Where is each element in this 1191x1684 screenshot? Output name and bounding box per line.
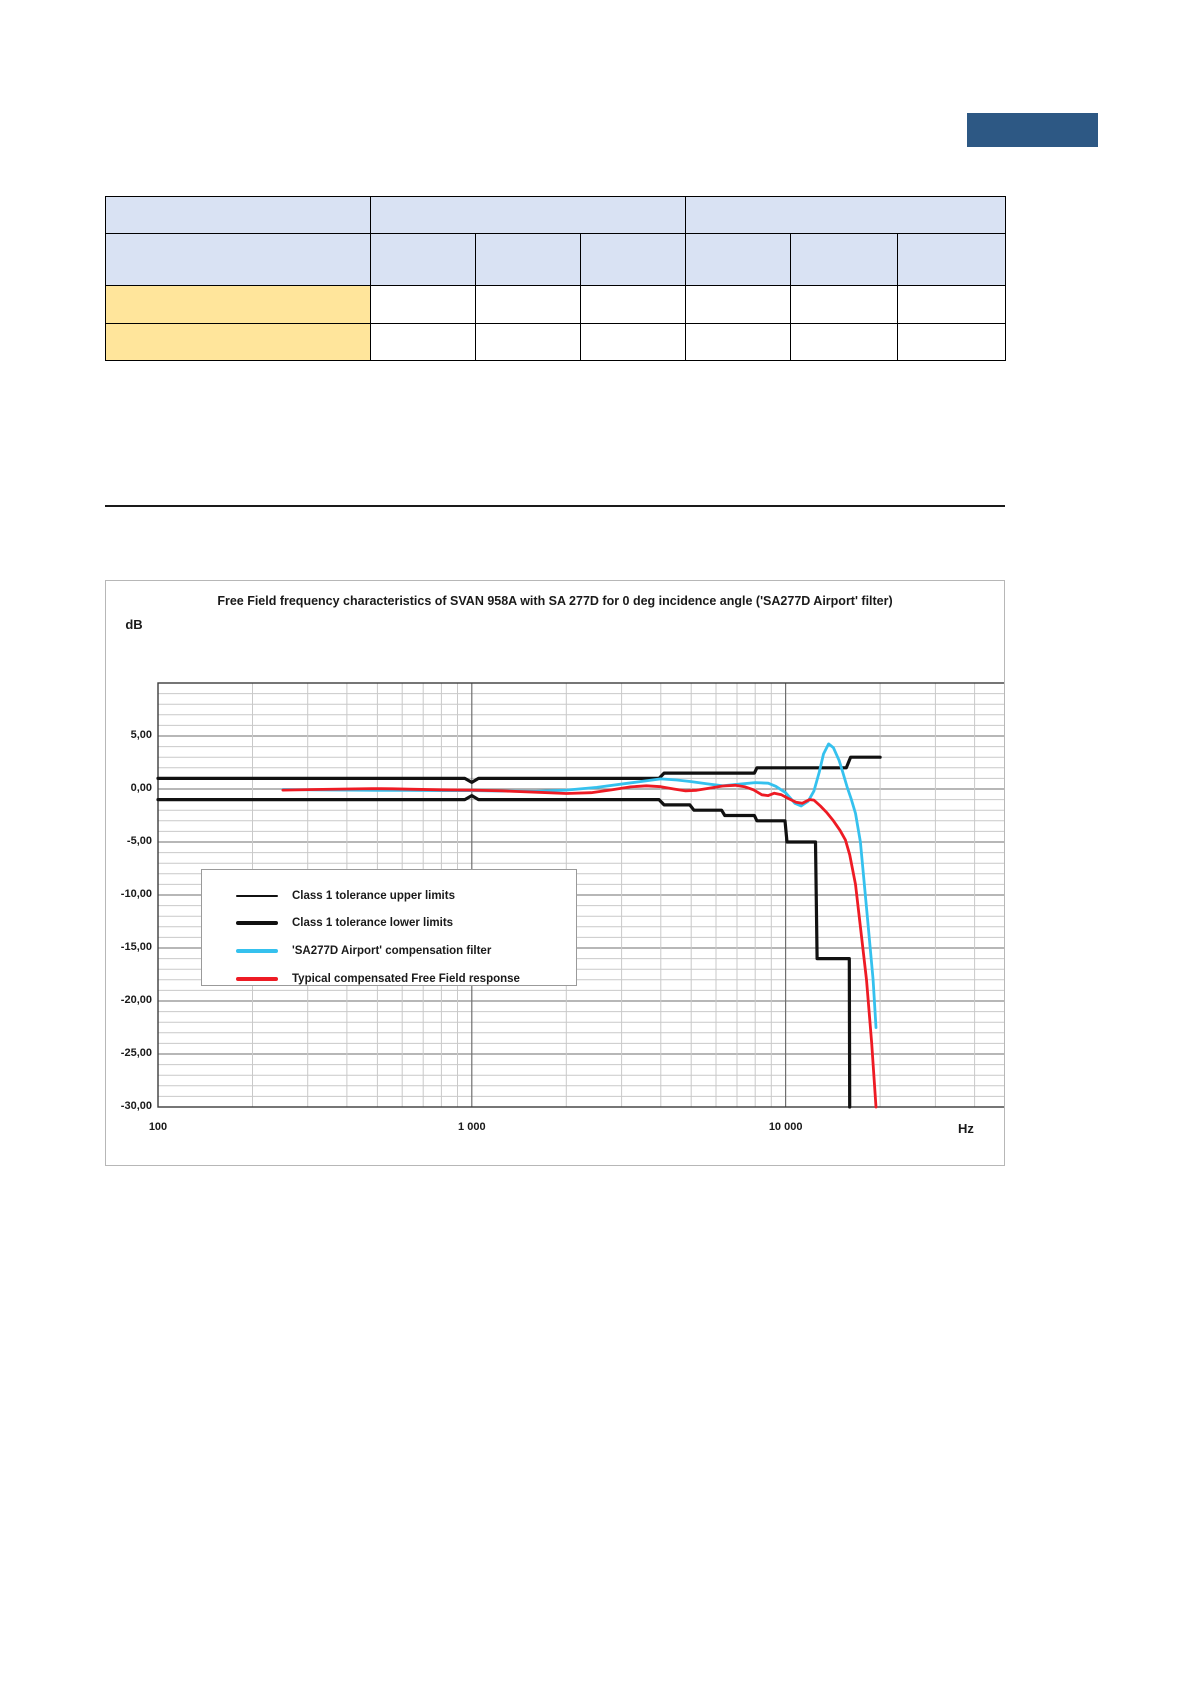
section-divider xyxy=(105,505,1005,507)
legend-line-swatch xyxy=(236,921,278,925)
table-header-cell xyxy=(897,233,1007,286)
table-diagonal-cell xyxy=(105,233,371,286)
y-tick-label: 0,00 xyxy=(130,782,152,794)
y-tick-label: 5,00 xyxy=(130,729,152,741)
legend-label: 'SA277D Airport' compensation filter xyxy=(292,945,492,957)
table-cell xyxy=(370,285,476,324)
legend-line-swatch xyxy=(236,977,278,981)
table-header-cell xyxy=(369,196,687,234)
y-tick-label: -15,00 xyxy=(120,941,152,953)
table-header-cell xyxy=(579,233,687,286)
table-row xyxy=(105,323,1007,361)
table-header-cell xyxy=(790,233,899,286)
legend-label: Class 1 tolerance upper limits xyxy=(292,890,455,902)
x-axis-unit-label: Hz xyxy=(958,1121,974,1136)
table-cell xyxy=(790,285,899,324)
table-header-cell xyxy=(370,233,476,286)
spec-table-container xyxy=(105,196,1007,361)
y-tick-label: -5,00 xyxy=(126,835,152,847)
table-cell xyxy=(897,323,1007,361)
table-cell xyxy=(897,285,1007,324)
table-row-label-cell xyxy=(105,285,371,324)
chart-title: Free Field frequency characteristics of … xyxy=(217,594,893,608)
x-tick-label: 100 xyxy=(148,1121,168,1133)
legend-line-swatch xyxy=(236,949,278,953)
legend-item: Class 1 tolerance upper limits xyxy=(236,889,455,903)
legend-item: Class 1 tolerance lower limits xyxy=(236,916,453,930)
x-tick-label: 1 000 xyxy=(458,1121,486,1133)
y-tick-label: -25,00 xyxy=(120,1047,152,1059)
table-cell xyxy=(475,323,581,361)
y-tick-label: -30,00 xyxy=(120,1100,152,1112)
table-header-row-2 xyxy=(105,233,1007,286)
legend-item: Typical compensated Free Field response xyxy=(236,972,520,986)
table-header-cell xyxy=(105,196,371,234)
table-row xyxy=(105,285,1007,324)
table-header-cell xyxy=(685,233,792,286)
table-header-cell xyxy=(685,196,1007,234)
table-cell xyxy=(579,285,687,324)
legend-line-swatch xyxy=(236,894,278,898)
table-cell xyxy=(475,285,581,324)
table-cell xyxy=(685,285,792,324)
table-header-row-1 xyxy=(105,196,1007,234)
y-tick-label: -20,00 xyxy=(120,994,152,1006)
x-tick-label: 10 000 xyxy=(768,1121,803,1133)
table-cell xyxy=(685,323,792,361)
legend-label: Class 1 tolerance lower limits xyxy=(292,917,454,929)
logo-placeholder xyxy=(967,113,1098,147)
table-row-label-cell xyxy=(105,323,371,361)
spec-table xyxy=(105,196,1007,361)
table-cell xyxy=(370,323,476,361)
table-header-cell xyxy=(475,233,581,286)
chart-panel: Free Field frequency characteristics of … xyxy=(105,580,1005,1166)
chart-legend: Class 1 tolerance upper limits Class 1 t… xyxy=(201,869,577,986)
y-tick-label: -10,00 xyxy=(120,888,152,900)
table-cell xyxy=(790,323,899,361)
legend-label: Typical compensated Free Field response xyxy=(292,973,520,985)
legend-item: 'SA277D Airport' compensation filter xyxy=(236,944,491,958)
table-cell xyxy=(579,323,687,361)
y-axis-unit-label: dB xyxy=(125,617,143,632)
